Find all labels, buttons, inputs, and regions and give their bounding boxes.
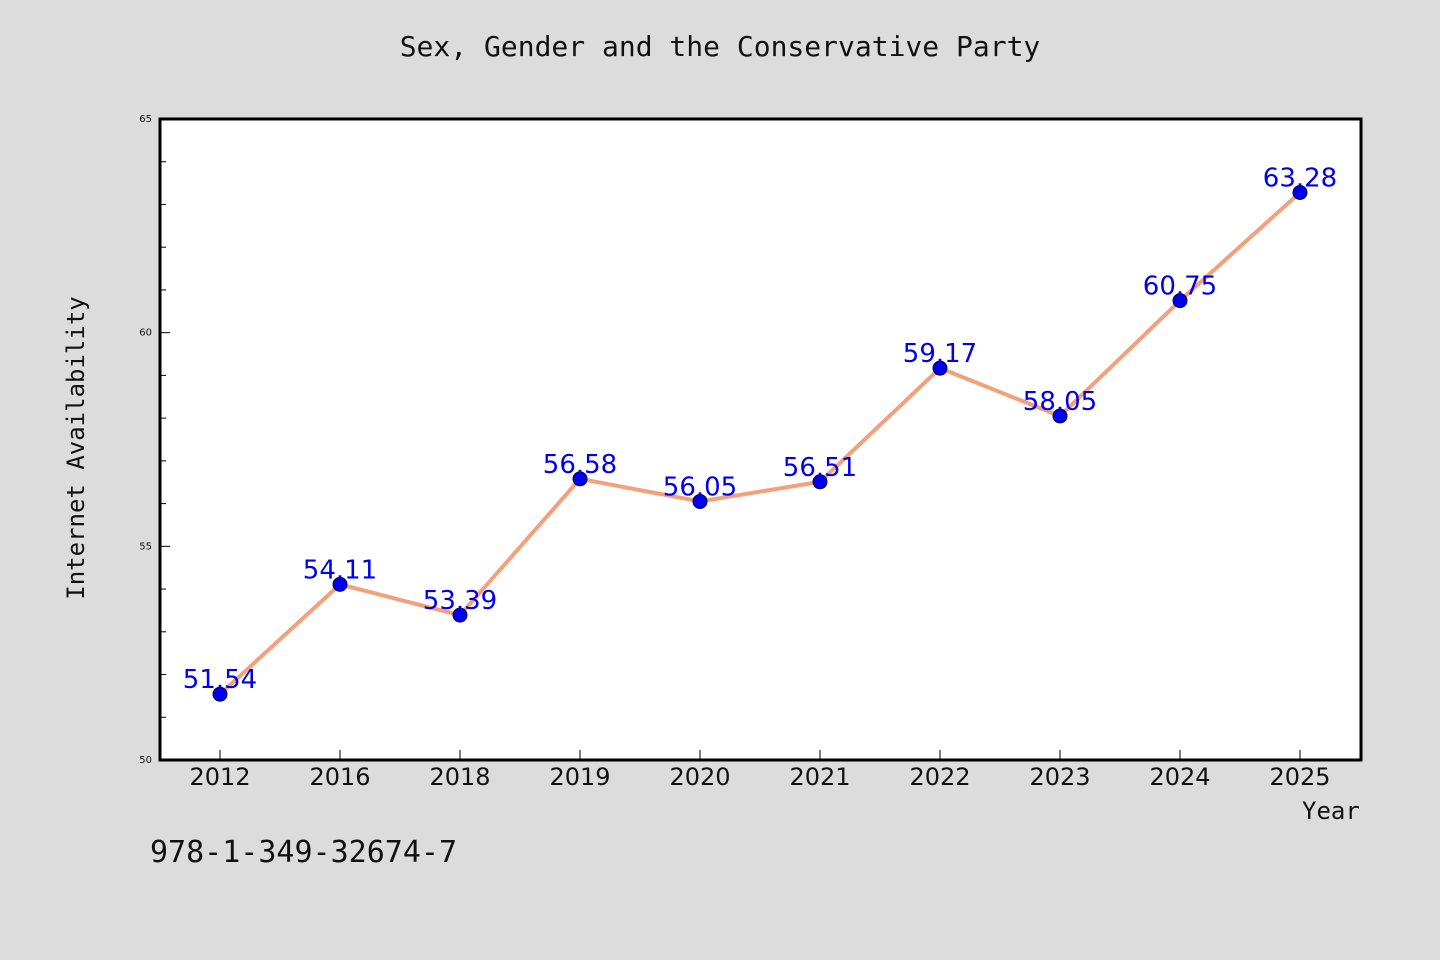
data-point	[332, 576, 348, 592]
y-tick-label: 55	[139, 541, 152, 552]
data-point	[572, 471, 588, 487]
data-label: 56.58	[543, 450, 617, 480]
y-tick-label: 60	[139, 328, 152, 339]
data-label: 54.11	[303, 555, 377, 585]
isbn-text: 978-1-349-32674-7	[150, 835, 458, 870]
x-tick-label: 2018	[429, 763, 490, 791]
data-point	[692, 493, 708, 509]
data-label: 59.17	[903, 339, 977, 369]
x-axis-ticks: 2012 2016 2018 2019 2020 2021 2022 2023 2024 2025	[189, 750, 1331, 791]
x-tick-label: 2021	[789, 763, 850, 791]
x-tick-label: 2012	[189, 763, 250, 791]
x-tick-label: 2025	[1269, 763, 1330, 791]
data-labels: 51.54 54.11 53.39 56.58 56.05 56.51 59.17 58.05…	[183, 164, 1337, 696]
series-line-group	[218, 190, 1302, 697]
data-label: 58.05	[1023, 387, 1097, 417]
data-point	[1172, 293, 1188, 309]
data-label: 56.05	[663, 472, 737, 502]
y-tick-label: 65	[139, 114, 152, 125]
y-tick-label: 50	[139, 755, 152, 766]
data-point	[1292, 185, 1308, 201]
series-markers	[212, 185, 1308, 702]
chart-title: Sex, Gender and the Conservative Party	[399, 30, 1041, 63]
data-point	[812, 474, 828, 490]
x-tick-label: 2020	[669, 763, 730, 791]
x-axis-label: Year	[1302, 797, 1360, 825]
x-tick-label: 2019	[549, 763, 610, 791]
x-tick-label: 2016	[309, 763, 370, 791]
data-label: 63.28	[1263, 164, 1337, 194]
data-label: 51.54	[183, 665, 257, 695]
data-point	[212, 686, 228, 702]
series-line	[218, 190, 1302, 697]
data-point	[1052, 408, 1068, 424]
data-label: 53.39	[423, 586, 497, 616]
x-tick-label: 2022	[909, 763, 970, 791]
data-point	[452, 607, 468, 623]
x-tick-label: 2023	[1029, 763, 1090, 791]
data-point	[932, 360, 948, 376]
data-label: 56.51	[783, 453, 857, 483]
x-tick-label: 2024	[1149, 763, 1210, 791]
data-label: 60.75	[1143, 272, 1217, 302]
y-axis-ticks: 50 55 60 65	[139, 114, 170, 766]
plot-area	[158, 117, 1363, 762]
